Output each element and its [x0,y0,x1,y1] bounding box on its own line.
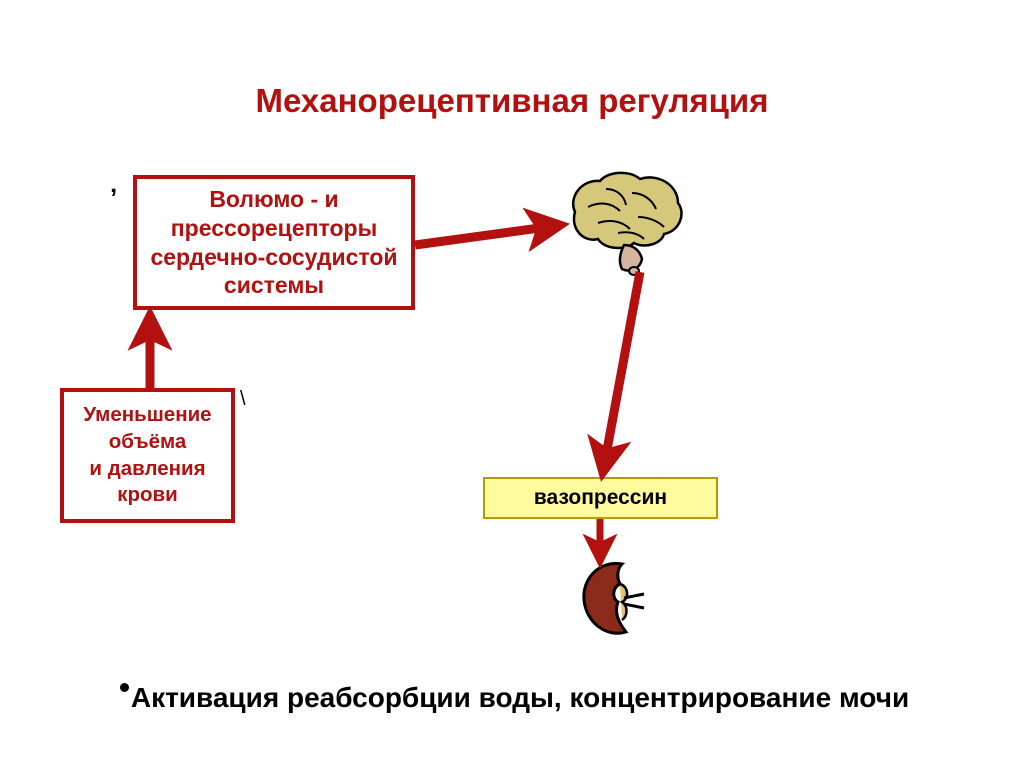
hormone-box: вазопрессин [483,477,718,519]
receptors-line2: прессорецепторы [145,214,403,243]
stray-mark-2: \ [240,388,246,411]
stray-mark-1: ‚ [110,168,117,199]
stimulus-line1: Уменьшение [72,402,223,429]
receptors-line1: Волюмо - и [145,185,403,214]
receptors-box: Волюмо - и прессорецепторы сердечно-сосу… [133,175,415,310]
receptors-line4: системы [145,271,403,300]
stimulus-line3: и давления [72,456,223,483]
stimulus-line4: крови [72,482,223,509]
hormone-label: вазопрессин [534,486,667,510]
bullet-text: Активация реабсорбции воды, концентриров… [105,680,935,715]
brain-icon [560,167,690,277]
kidney-icon [578,558,648,638]
diagram-title: Механорецептивная регуляция [0,82,1024,120]
receptors-line3: сердечно-сосудистой [145,243,403,272]
arrow-brain-to-hormone [604,272,640,466]
arrow-receptors-to-brain [415,226,554,245]
stimulus-line2: объёма [72,429,223,456]
stimulus-box: Уменьшение объёма и давления крови [60,388,235,523]
